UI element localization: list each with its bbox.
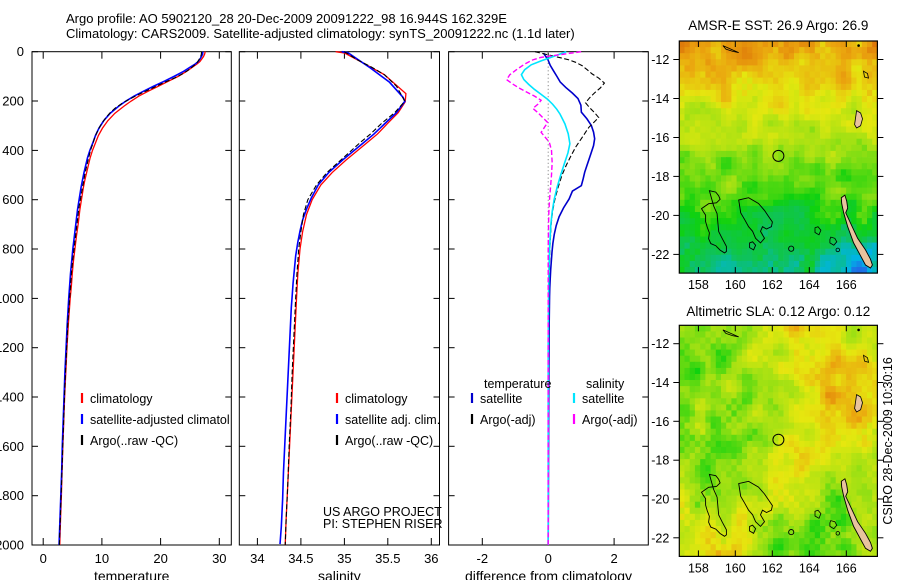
svg-text:400: 400 [2,143,24,158]
svg-text:Argo(-adj): Argo(-adj) [480,413,536,427]
svg-text:satellite: satellite [480,392,522,406]
svg-text:1800: 1800 [0,488,24,503]
svg-text:-20: -20 [651,493,669,507]
svg-text:30: 30 [212,551,226,566]
svg-text:34.5: 34.5 [288,551,313,566]
svg-text:158: 158 [688,561,709,575]
svg-text:-12: -12 [651,337,669,351]
svg-text:-14: -14 [651,92,669,106]
svg-text:satellite: satellite [582,392,624,406]
svg-text:Argo(-adj): Argo(-adj) [582,413,638,427]
svg-text:1000: 1000 [0,291,24,306]
svg-text:158: 158 [688,278,709,292]
svg-text:-22: -22 [651,248,669,262]
svg-text:satellite-adjusted climatol: satellite-adjusted climatol [90,413,230,427]
svg-text:salinity: salinity [586,377,625,391]
svg-text:-20: -20 [651,209,669,223]
svg-text:35: 35 [337,551,351,566]
svg-text:35.5: 35.5 [375,551,400,566]
svg-text:164: 164 [799,561,820,575]
svg-text:temperature: temperature [484,377,551,391]
svg-text:0: 0 [17,44,24,59]
svg-text:34: 34 [250,551,264,566]
svg-text:1400: 1400 [0,390,24,405]
svg-text:166: 166 [836,561,857,575]
svg-text:difference from climatology: difference from climatology [465,568,632,580]
svg-text:0: 0 [40,551,47,566]
svg-text:-18: -18 [651,454,669,468]
svg-text:160: 160 [725,278,746,292]
svg-text:AMSR-E SST: 26.9 Argo: 26.9: AMSR-E SST: 26.9 Argo: 26.9 [688,18,868,33]
svg-text:166: 166 [836,278,857,292]
svg-text:600: 600 [2,192,24,207]
svg-text:-18: -18 [651,170,669,184]
svg-text:-16: -16 [651,415,669,429]
svg-text:climatology: climatology [90,392,153,406]
svg-text:salinity: salinity [318,568,361,580]
svg-text:2: 2 [610,551,617,566]
svg-text:Altimetric SLA: 0.12 Argo: 0.1: Altimetric SLA: 0.12 Argo: 0.12 [686,304,870,319]
svg-text:0: 0 [545,551,552,566]
svg-text:36: 36 [424,551,438,566]
svg-text:PI: STEPHEN RISER: PI: STEPHEN RISER [323,517,442,531]
svg-text:-22: -22 [651,531,669,545]
svg-text:200: 200 [2,94,24,109]
svg-text:-14: -14 [651,376,669,390]
svg-text:temperature: temperature [94,568,170,580]
svg-text:CSIRO 28-Dec-2009 10:30:16: CSIRO 28-Dec-2009 10:30:16 [881,357,895,525]
svg-text:Argo(..raw -QC): Argo(..raw -QC) [345,434,433,448]
svg-text:1200: 1200 [0,340,24,355]
svg-text:-12: -12 [651,53,669,67]
svg-text:2000: 2000 [0,538,24,553]
svg-text:20: 20 [153,551,167,566]
svg-text:-2: -2 [477,551,489,566]
svg-text:Argo profile: AO 5902120_28 20: Argo profile: AO 5902120_28 20-Dec-2009 … [66,11,507,26]
svg-text:-16: -16 [651,131,669,145]
svg-text:162: 162 [762,278,783,292]
svg-text:162: 162 [762,561,783,575]
svg-text:climatology: climatology [345,392,408,406]
svg-text:1600: 1600 [0,439,24,454]
svg-text:Argo(..raw -QC): Argo(..raw -QC) [90,434,178,448]
svg-text:160: 160 [725,561,746,575]
svg-text:satellite adj. clim.: satellite adj. clim. [345,413,440,427]
svg-text:Climatology: CARS2009. Satelli: Climatology: CARS2009. Satellite-adjuste… [66,26,575,41]
svg-text:800: 800 [2,242,24,257]
svg-text:164: 164 [799,278,820,292]
svg-text:10: 10 [95,551,109,566]
